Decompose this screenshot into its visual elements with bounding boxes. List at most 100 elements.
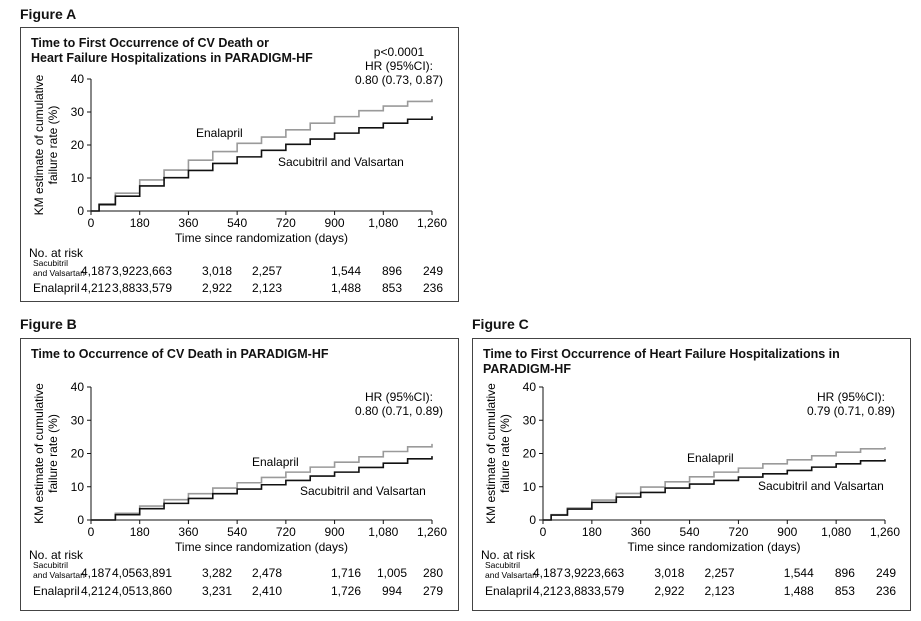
at-risk-value: 3,922 <box>112 264 142 278</box>
figure-c-chart: 0 180 360 540 720 900 1,080 1,260 0 10 20 30 40 Time … <box>481 380 900 598</box>
x-tick-label: 1,260 <box>417 525 447 539</box>
at-risk-value: 896 <box>382 264 402 278</box>
hr-annotation-line-1: HR (95%CI): <box>817 390 885 404</box>
at-risk-value: 4,187 <box>533 566 563 580</box>
series-line-sacubitril-valsartan <box>543 459 886 521</box>
at-risk-value: 1,544 <box>784 566 814 580</box>
at-risk-row-label-line-2: and Valsartan <box>485 570 537 580</box>
x-tick-label: 1,080 <box>368 525 398 539</box>
at-risk-value: 3,663 <box>142 264 172 278</box>
y-tick-label: 30 <box>71 105 85 119</box>
at-risk-value: 896 <box>835 566 855 580</box>
figure-b-title-line-1: Time to Occurrence of CV Death in PARADI… <box>31 347 329 361</box>
at-risk-value: 3,883 <box>564 584 594 598</box>
at-risk-value: 4,212 <box>81 281 111 295</box>
y-tick-label: 40 <box>71 380 85 394</box>
x-tick-label: 1,260 <box>870 525 900 539</box>
y-tick-label: 10 <box>71 480 85 494</box>
figure-b-panel: Time to Occurrence of CV Death in PARADI… <box>20 338 459 611</box>
at-risk-value: 1,716 <box>331 566 361 580</box>
x-tick-label: 360 <box>178 525 198 539</box>
hr-annotation-line-2: 0.80 (0.71, 0.89) <box>355 404 443 418</box>
figure-a-panel: Time to First Occurrence of CV Death or … <box>20 27 459 302</box>
at-risk-value: 4,187 <box>81 264 111 278</box>
x-tick-label: 720 <box>276 525 296 539</box>
at-risk-header: No. at risk <box>481 548 536 562</box>
series-line-enalapril <box>91 443 433 521</box>
at-risk-row-label: Enalapril <box>485 584 532 598</box>
x-tick-label: 360 <box>631 525 651 539</box>
at-risk-row-label-line-1: Sacubitril <box>33 560 68 570</box>
at-risk-row-label-line-2: and Valsartan <box>33 570 85 580</box>
series-label-enalapril: Enalapril <box>687 451 734 465</box>
at-risk-value: 3,579 <box>594 584 624 598</box>
y-axis-label-line-1: KM estimate of cumulative <box>32 74 46 215</box>
x-tick-label: 1,260 <box>417 216 447 230</box>
x-tick-label: 540 <box>227 525 247 539</box>
x-tick-label: 900 <box>777 525 797 539</box>
x-tick-label: 720 <box>728 525 748 539</box>
hr-annotation-line-2: 0.79 (0.71, 0.89) <box>807 404 895 418</box>
series-line-sacubitril-valsartan <box>91 116 433 212</box>
figure-b-label: Figure B <box>20 316 77 332</box>
at-risk-value: 236 <box>876 584 896 598</box>
figure-a-title-line-2: Heart Failure Hospitalizations in PARADI… <box>31 51 313 65</box>
y-tick-label: 30 <box>523 413 537 427</box>
x-axis-label: Time since randomization (days) <box>175 231 348 245</box>
at-risk-value: 2,410 <box>252 584 282 598</box>
figure-b-chart: 0 180 360 540 720 900 1,080 1,260 0 10 20 30 40 Time … <box>29 380 447 598</box>
at-risk-value: 2,123 <box>705 584 735 598</box>
at-risk-value: 2,922 <box>202 281 232 295</box>
x-axis-label: Time since randomization (days) <box>175 540 348 554</box>
x-tick-label: 1,080 <box>368 216 398 230</box>
y-axis-label-line-2: failure rate (%) <box>46 106 60 185</box>
figure-c-panel: Time to First Occurrence of Heart Failur… <box>472 338 911 611</box>
y-axis-label-line-2: failure rate (%) <box>46 414 60 493</box>
at-risk-value: 4,187 <box>81 566 111 580</box>
at-risk-value: 2,257 <box>705 566 735 580</box>
at-risk-value: 1,005 <box>377 566 407 580</box>
at-risk-value: 994 <box>382 584 402 598</box>
y-tick-label: 0 <box>529 513 536 527</box>
at-risk-row-label: Enalapril <box>33 584 80 598</box>
y-tick-label: 30 <box>71 413 85 427</box>
y-tick-label: 10 <box>71 171 85 185</box>
at-risk-value: 1,488 <box>331 281 361 295</box>
y-tick-label: 0 <box>77 513 84 527</box>
series-label-enalapril: Enalapril <box>252 455 299 469</box>
hr-annotation-line-2: HR (95%CI): <box>365 59 433 73</box>
at-risk-value: 2,123 <box>252 281 282 295</box>
at-risk-value: 280 <box>423 566 443 580</box>
at-risk-value: 249 <box>423 264 443 278</box>
at-risk-value: 2,922 <box>654 584 684 598</box>
y-axis-label-line-2: failure rate (%) <box>498 414 512 493</box>
figure-a-label: Figure A <box>20 6 77 22</box>
at-risk-value: 2,257 <box>252 264 282 278</box>
at-risk-value: 3,860 <box>142 584 172 598</box>
y-tick-label: 10 <box>523 480 537 494</box>
figure-a-title-line-1: Time to First Occurrence of CV Death or <box>31 36 270 50</box>
x-tick-label: 180 <box>130 525 150 539</box>
at-risk-row-label-line-1: Sacubitril <box>485 560 520 570</box>
at-risk-value: 2,478 <box>252 566 282 580</box>
series-label-enalapril: Enalapril <box>196 126 243 140</box>
figure-b-title: Time to Occurrence of CV Death in PARADI… <box>31 347 329 362</box>
figure-a-chart: 0 180 360 540 720 900 1,080 1,260 0 10 20 30 40 Time … <box>29 45 447 295</box>
at-risk-value: 3,663 <box>594 566 624 580</box>
y-tick-label: 20 <box>523 447 537 461</box>
at-risk-row-label: Enalapril <box>33 281 80 295</box>
y-tick-label: 20 <box>71 447 85 461</box>
at-risk-value: 3,018 <box>654 566 684 580</box>
at-risk-value: 3,922 <box>564 566 594 580</box>
x-tick-label: 180 <box>130 216 150 230</box>
at-risk-value: 3,579 <box>142 281 172 295</box>
x-tick-label: 540 <box>680 525 700 539</box>
at-risk-row-label-line-1: Sacubitril <box>33 258 68 268</box>
x-axis-label: Time since randomization (days) <box>628 540 801 554</box>
hr-annotation-line-3: 0.80 (0.73, 0.87) <box>355 73 443 87</box>
at-risk-value: 3,282 <box>202 566 232 580</box>
figure-c-title-line-1: Time to First Occurrence of Heart Failur… <box>483 347 840 376</box>
y-tick-label: 0 <box>77 204 84 218</box>
at-risk-value: 3,883 <box>112 281 142 295</box>
y-tick-label: 40 <box>71 72 85 86</box>
